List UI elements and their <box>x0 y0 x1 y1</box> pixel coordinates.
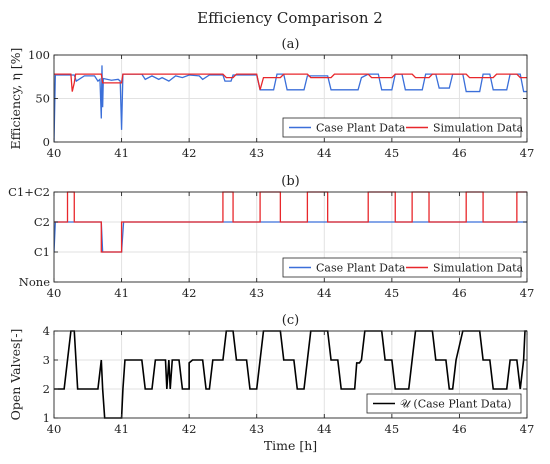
x-tick-label: 45 <box>385 422 400 436</box>
y-tick-label: 100 <box>28 48 50 62</box>
figure-title: Efficiency Comparison 2 <box>197 9 383 27</box>
x-tick-label: 43 <box>249 422 264 436</box>
x-tick-label: 46 <box>452 146 467 160</box>
series-line-2 <box>54 191 527 253</box>
x-tick-label: 42 <box>182 286 197 300</box>
y-tick-label: C1+C2 <box>8 185 50 199</box>
legend-box <box>282 257 522 278</box>
y-tick-label: 50 <box>35 92 50 106</box>
y-tick-label: 4 <box>43 324 50 338</box>
x-tick-label: 43 <box>249 286 264 300</box>
legend: Case Plant Data Simulation Data <box>282 257 524 278</box>
x-tick-label: 44 <box>317 422 332 436</box>
legend-box <box>366 393 522 414</box>
x-tick-label: 47 <box>520 286 535 300</box>
x-tick-label: 46 <box>452 286 467 300</box>
y-tick-label: C2 <box>34 215 50 229</box>
x-tick-label: 45 <box>385 146 400 160</box>
axes-frame <box>53 330 528 419</box>
legend: Case Plant Data Simulation Data <box>282 117 524 138</box>
y-axis-label: Open Valves[-] <box>8 329 23 421</box>
x-tick-label: 42 <box>182 146 197 160</box>
x-tick-label: 43 <box>249 146 264 160</box>
x-tick-label: 41 <box>114 146 129 160</box>
x-tick-label: 40 <box>47 422 62 436</box>
x-tick-label: 40 <box>47 286 62 300</box>
x-tick-label: 44 <box>317 146 332 160</box>
panel-3: (c) 40 41 42 43 44 45 46 47 1 2 3 4 Open Valves[-] Tim… <box>8 313 534 453</box>
x-tick-label: 45 <box>385 286 400 300</box>
y-tick-label: 2 <box>43 382 50 396</box>
legend: 𝒰 (Case Plant Data) <box>366 393 522 414</box>
x-tick-label: 42 <box>182 422 197 436</box>
legend-label-1: Case Plant Data <box>316 262 406 275</box>
y-tick-label: 0 <box>43 135 50 149</box>
y-tick-label: 1 <box>43 411 50 425</box>
x-tick-label: 44 <box>317 286 332 300</box>
y-tick-label: None <box>19 275 50 289</box>
legend-box <box>282 117 522 138</box>
x-tick-label: 41 <box>114 422 129 436</box>
x-tick-label: 41 <box>114 286 129 300</box>
y-tick-label: 3 <box>43 353 50 367</box>
legend-label-2: Simulation Data <box>433 122 524 135</box>
legend-label-2: Simulation Data <box>433 262 524 275</box>
panel-label: (a) <box>282 37 300 52</box>
panel-2: (b) 40 41 42 43 44 45 46 47 None C1 C2 C1+C2 Case Pla… <box>8 174 534 300</box>
panel-1: (a) 40 41 42 43 44 45 46 47 0 50 100 Efficiency, η [… <box>8 37 534 160</box>
axes-frame <box>53 191 528 283</box>
x-tick-label: 40 <box>47 146 62 160</box>
series-line-1 <box>54 221 527 253</box>
x-tick-label: 47 <box>520 146 535 160</box>
legend-label-1: 𝒰 (Case Plant Data) <box>400 398 511 411</box>
y-tick-label: C1 <box>34 245 50 259</box>
series-line-2 <box>54 73 527 92</box>
panel-label: (b) <box>281 174 299 189</box>
panel-label: (c) <box>282 313 299 328</box>
legend-label-1: Case Plant Data <box>316 122 406 135</box>
x-tick-label: 46 <box>452 422 467 436</box>
x-tick-label: 47 <box>520 422 535 436</box>
x-axis-label: Time [h] <box>264 438 317 453</box>
y-axis-label: Efficiency, η [%] <box>8 48 23 150</box>
